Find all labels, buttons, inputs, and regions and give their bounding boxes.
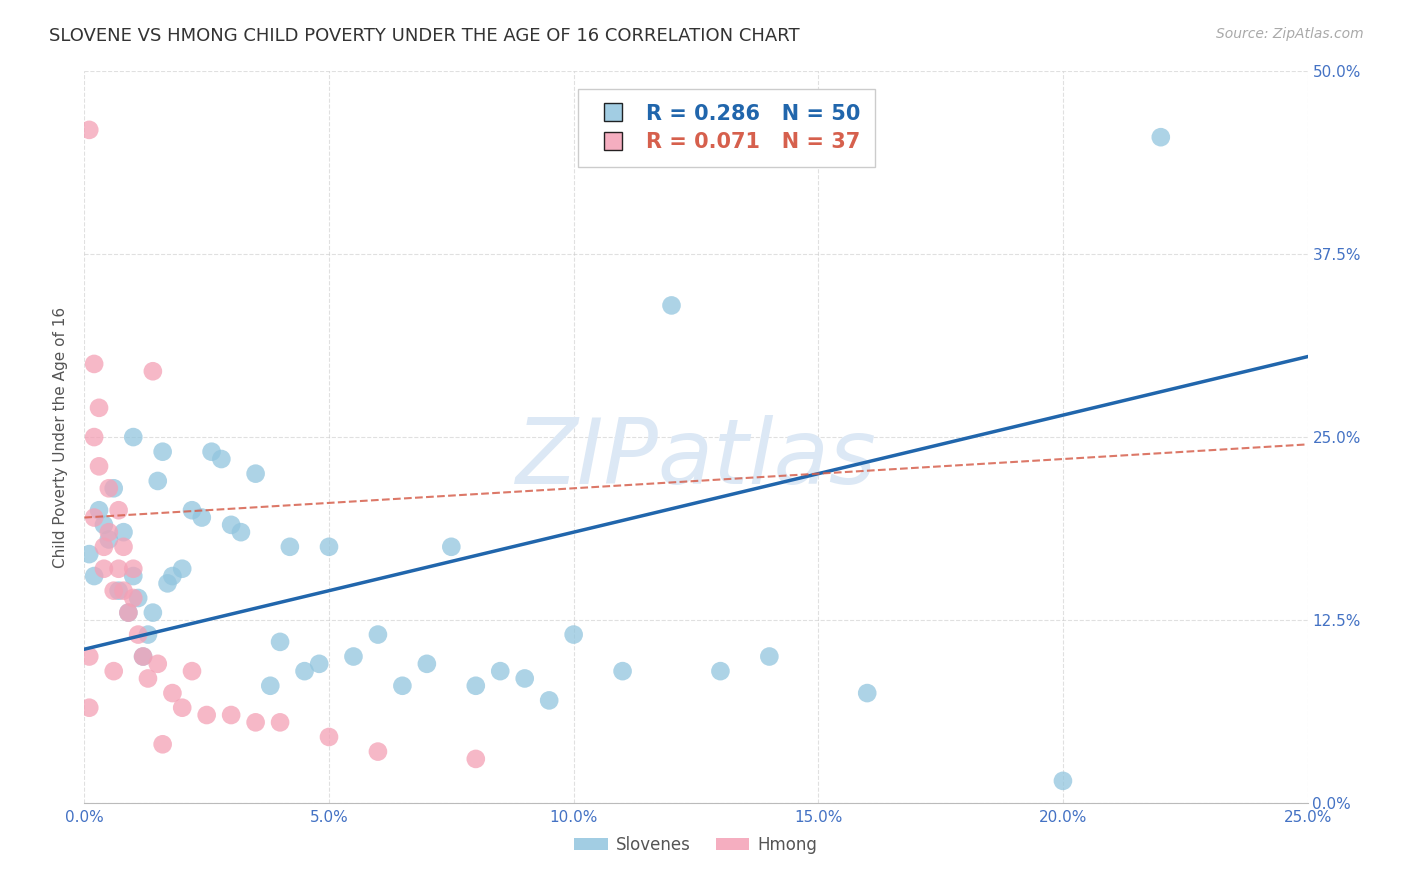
Point bbox=[308, 657, 330, 671]
Point bbox=[464, 679, 486, 693]
Point bbox=[136, 627, 159, 641]
Point bbox=[513, 672, 536, 686]
Point bbox=[342, 649, 364, 664]
Point bbox=[146, 474, 169, 488]
Point bbox=[83, 510, 105, 524]
Point bbox=[122, 569, 145, 583]
Point bbox=[103, 583, 125, 598]
Point bbox=[318, 540, 340, 554]
Point bbox=[1052, 773, 1074, 788]
Point bbox=[612, 664, 634, 678]
Point bbox=[87, 401, 110, 415]
Point bbox=[661, 298, 683, 312]
Point bbox=[152, 737, 174, 751]
Point bbox=[93, 517, 115, 532]
Point bbox=[136, 672, 159, 686]
Point bbox=[245, 715, 267, 730]
Point bbox=[122, 430, 145, 444]
Point bbox=[1150, 130, 1173, 145]
Point bbox=[758, 649, 780, 664]
Point bbox=[181, 664, 204, 678]
Point bbox=[219, 517, 242, 532]
Point bbox=[142, 606, 165, 620]
Point bbox=[97, 525, 120, 540]
Point bbox=[269, 635, 291, 649]
Point bbox=[209, 452, 232, 467]
Point bbox=[416, 657, 439, 671]
Point bbox=[269, 715, 291, 730]
Point bbox=[219, 708, 242, 723]
Point bbox=[77, 700, 100, 714]
Point bbox=[538, 693, 561, 707]
Point bbox=[172, 562, 194, 576]
Point bbox=[259, 679, 281, 693]
Point bbox=[117, 606, 139, 620]
Point bbox=[172, 700, 194, 714]
Point bbox=[181, 503, 204, 517]
Point bbox=[117, 606, 139, 620]
Point bbox=[200, 444, 222, 458]
Point bbox=[142, 364, 165, 378]
Point bbox=[132, 649, 155, 664]
Point bbox=[103, 481, 125, 495]
Point bbox=[294, 664, 316, 678]
Point bbox=[191, 510, 214, 524]
Text: ZIPatlas: ZIPatlas bbox=[516, 415, 876, 503]
Point bbox=[127, 627, 149, 641]
Point bbox=[103, 664, 125, 678]
Point bbox=[318, 730, 340, 744]
Point bbox=[107, 562, 129, 576]
Point bbox=[367, 745, 389, 759]
Text: Source: ZipAtlas.com: Source: ZipAtlas.com bbox=[1216, 27, 1364, 41]
Point bbox=[112, 525, 135, 540]
Point bbox=[489, 664, 512, 678]
Point bbox=[391, 679, 413, 693]
Point bbox=[146, 657, 169, 671]
Point bbox=[162, 569, 184, 583]
Point bbox=[97, 481, 120, 495]
Point bbox=[93, 540, 115, 554]
Point bbox=[83, 357, 105, 371]
Point bbox=[83, 569, 105, 583]
Point bbox=[107, 503, 129, 517]
Point bbox=[97, 533, 120, 547]
Point bbox=[93, 562, 115, 576]
Point bbox=[367, 627, 389, 641]
Point bbox=[77, 649, 100, 664]
Point bbox=[709, 664, 731, 678]
Y-axis label: Child Poverty Under the Age of 16: Child Poverty Under the Age of 16 bbox=[53, 307, 69, 567]
Point bbox=[562, 627, 585, 641]
Point bbox=[77, 547, 100, 561]
Point bbox=[229, 525, 252, 540]
Point bbox=[152, 444, 174, 458]
Text: SLOVENE VS HMONG CHILD POVERTY UNDER THE AGE OF 16 CORRELATION CHART: SLOVENE VS HMONG CHILD POVERTY UNDER THE… bbox=[49, 27, 800, 45]
Point bbox=[162, 686, 184, 700]
Point bbox=[107, 583, 129, 598]
Point bbox=[127, 591, 149, 605]
Point bbox=[156, 576, 179, 591]
Point bbox=[87, 503, 110, 517]
Point bbox=[112, 540, 135, 554]
Legend: Slovenes, Hmong: Slovenes, Hmong bbox=[568, 829, 824, 860]
Point bbox=[87, 459, 110, 474]
Point bbox=[122, 591, 145, 605]
Point bbox=[278, 540, 301, 554]
Point bbox=[245, 467, 267, 481]
Point bbox=[856, 686, 879, 700]
Point bbox=[440, 540, 463, 554]
Point bbox=[83, 430, 105, 444]
Point bbox=[77, 123, 100, 137]
Point bbox=[132, 649, 155, 664]
Point bbox=[464, 752, 486, 766]
Point bbox=[195, 708, 218, 723]
Point bbox=[122, 562, 145, 576]
Point bbox=[112, 583, 135, 598]
